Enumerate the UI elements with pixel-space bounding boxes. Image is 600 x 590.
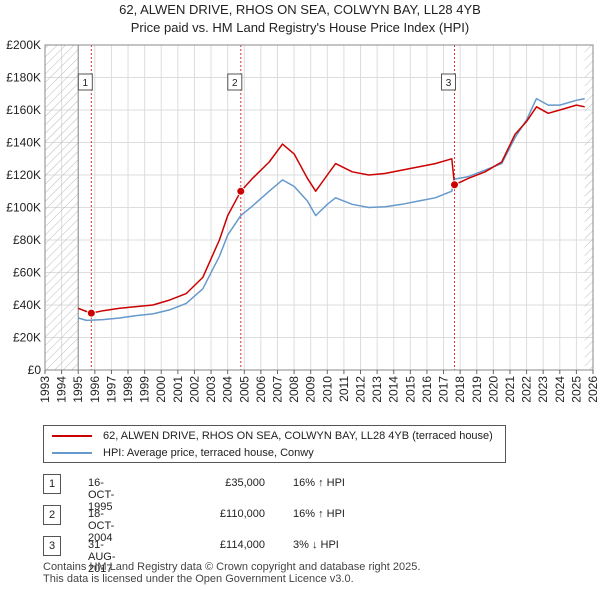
sale-badge-label: 1: [83, 78, 89, 89]
x-tick-label: 2004: [221, 376, 235, 403]
x-tick-label: 2025: [569, 376, 583, 403]
x-tick-label: 1995: [71, 376, 85, 403]
y-tick-label: £120K: [6, 168, 41, 182]
sale-point: [86, 308, 96, 318]
transaction-price: £114,000: [219, 539, 265, 551]
x-tick-label: 2019: [470, 376, 484, 403]
plot-border: [44, 44, 594, 371]
legend: 62, ALWEN DRIVE, RHOS ON SEA, COLWYN BAY…: [43, 425, 506, 463]
price-chart: £0 £20K £40K £60K £80K £100K £120K £140K £160K £1…: [6, 38, 600, 403]
x-tick-label: 1993: [38, 376, 52, 403]
sale-badge: [227, 73, 243, 91]
x-tick-label: 2018: [453, 376, 467, 403]
footer-license: This data is licensed under the Open Gov…: [43, 573, 354, 585]
legend-item-property: 62, ALWEN DRIVE, RHOS ON SEA, COLWYN BAY…: [52, 428, 493, 444]
x-tick-label: 1998: [121, 376, 135, 403]
y-tick-label: £0: [28, 363, 42, 377]
transaction-hpi-diff: 16% ↑ HPI: [293, 508, 345, 520]
x-tick-label: 2016: [420, 376, 434, 403]
y-tick-label: £100K: [6, 201, 41, 215]
x-tick-label: 2024: [553, 376, 567, 403]
sale-badge-label: 3: [446, 78, 452, 89]
legend-label-property: 62, ALWEN DRIVE, RHOS ON SEA, COLWYN BAY…: [103, 430, 493, 442]
sale-badge-label: 2: [232, 78, 238, 89]
x-tick-label: 2012: [354, 376, 368, 403]
hpi-line: [77, 97, 585, 322]
chart-title: 62, ALWEN DRIVE, RHOS ON SEA, COLWYN BAY…: [119, 2, 481, 17]
transaction-hpi-diff: 3% ↓ HPI: [293, 539, 339, 551]
transaction-price: £110,000: [219, 508, 265, 520]
sale-point: [236, 186, 246, 196]
y-tick-label: £20K: [13, 331, 41, 345]
transaction-number: 2: [43, 505, 61, 525]
x-tick-label: 2008: [287, 376, 301, 403]
y-tick-label: £40K: [13, 298, 41, 312]
x-tick-label: 2001: [171, 376, 185, 403]
x-tick-label: 2021: [503, 376, 517, 403]
legend-item-hpi: HPI: Average price, terraced house, Conw…: [52, 445, 314, 461]
x-tick-label: 2015: [403, 376, 417, 403]
sale-badge: [441, 73, 457, 91]
chart-subtitle: Price paid vs. HM Land Registry's House …: [130, 20, 470, 35]
x-tick-label: 2020: [486, 376, 500, 403]
legend-swatch-property: [52, 435, 92, 437]
y-tick-label: £140K: [6, 136, 41, 150]
legend-label-hpi: HPI: Average price, terraced house, Conw…: [103, 447, 314, 459]
legend-swatch-hpi: [52, 452, 92, 454]
x-tick-label: 2000: [154, 376, 168, 403]
sale-badge: [77, 73, 93, 91]
x-tick-label: 2007: [270, 376, 284, 403]
y-tick-label: £160K: [6, 103, 41, 117]
x-tick-label: 1994: [55, 376, 69, 403]
x-tick-label: 2009: [304, 376, 318, 403]
x-tick-label: 2022: [520, 376, 534, 403]
transaction-price: £35,000: [225, 477, 265, 489]
x-tick-label: 2026: [586, 376, 600, 403]
x-tick-label: 2013: [370, 376, 384, 403]
x-tick-label: 1997: [104, 376, 118, 403]
transaction-date: 18-OCT-2004: [88, 508, 115, 544]
x-tick-label: 2003: [204, 376, 218, 403]
x-tick-label: 2011: [337, 376, 351, 402]
y-tick-label: £60K: [13, 266, 41, 280]
x-tick-label: 2006: [254, 376, 268, 403]
transaction-hpi-diff: 16% ↑ HPI: [293, 477, 345, 489]
hatch-after-data: [584, 45, 593, 370]
transaction-number: 1: [43, 474, 61, 494]
x-tick-label: 2010: [320, 376, 334, 403]
x-tick-label: 2014: [387, 376, 401, 403]
property-price-line: [77, 104, 585, 314]
x-tick-label: 2023: [536, 376, 550, 403]
x-tick-label: 1999: [138, 376, 152, 403]
sale-point: [450, 180, 460, 190]
y-tick-label: £80K: [13, 233, 41, 247]
x-tick-label: 2002: [187, 376, 201, 403]
y-tick-label: £180K: [6, 71, 41, 85]
y-tick-label: £200K: [6, 38, 41, 52]
footer-copyright: Contains HM Land Registry data © Crown c…: [43, 561, 421, 573]
transaction-number: 3: [43, 536, 61, 556]
x-tick-label: 2017: [437, 376, 451, 403]
transaction-date: 31-AUG-2017: [88, 539, 116, 575]
x-tick-label: 1996: [88, 376, 102, 403]
hatch-before-data: [45, 45, 79, 370]
transaction-date: 16-OCT-1995: [88, 477, 115, 513]
x-tick-label: 2005: [237, 376, 251, 403]
